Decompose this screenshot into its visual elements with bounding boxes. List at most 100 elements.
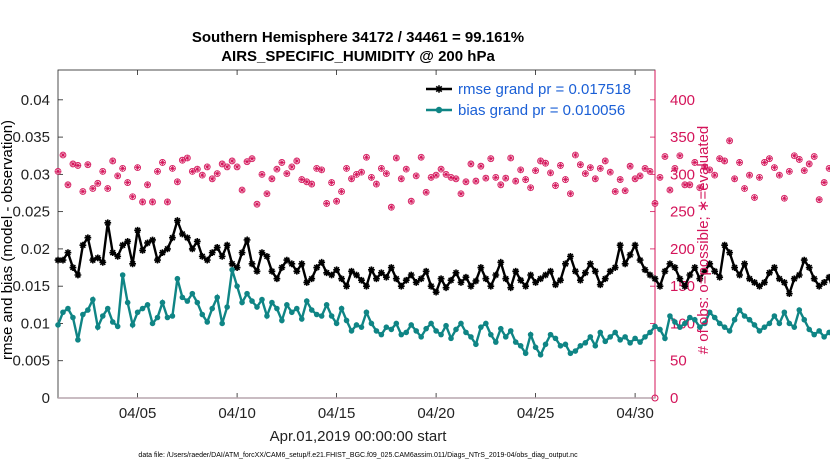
rmse-series-point [89,256,97,264]
obs-evaluated-marker [120,165,126,171]
obs-possible-marker [318,166,326,174]
obs-evaluated-marker [60,152,66,158]
obs-evaluated-marker [279,159,285,166]
rmse-series-point [696,275,704,283]
obs-possible-marker [696,184,704,192]
obs-possible-marker [59,151,67,159]
rmse-series-point [114,252,122,260]
bias-series-point [70,314,76,321]
obs-possible-marker [487,155,495,163]
obs-evaluated-marker [259,171,265,177]
obs-evaluated-marker [413,173,419,179]
obs-possible-marker [363,153,370,161]
rmse-series-point [532,279,539,286]
bias-series-point [259,296,265,303]
y2-tick-label: 0 [670,390,678,407]
rmse-series-point [482,275,490,283]
rmse-series-point [94,254,102,262]
bias-series-point [294,305,300,312]
obs-evaluated-marker [597,165,603,171]
rmse-series-point [353,271,360,279]
bias-series-point [269,299,275,306]
bias-series-point [483,320,489,327]
obs-evaluated-marker [125,179,131,186]
obs-evaluated-marker [736,159,743,166]
obs-possible-marker [661,153,669,160]
obs-evaluated-marker [707,167,713,173]
rmse-series-point [84,234,92,242]
rmse-series-point [188,245,196,253]
rmse-series-point [382,273,390,281]
rmse-series-point [343,282,350,290]
bias-series-point [139,305,146,312]
obs-possible-marker [641,164,649,172]
bias-series-point [696,324,703,330]
obs-possible-marker [442,170,450,178]
obs-possible-marker [591,175,599,183]
rmse-series-point [721,241,729,249]
bias-series-point [323,302,330,308]
obs-evaluated-marker [105,185,111,192]
obs-evaluated-marker [642,165,648,171]
rmse-series-point [457,279,465,286]
rmse-series-point [467,282,475,290]
bias-series-point [194,299,201,306]
bias-series-point [692,316,698,323]
rmse-series-point [512,267,520,275]
bias-series-point [687,314,693,321]
obs-possible-marker [606,168,614,176]
rmse-series-point [198,252,206,260]
bias-series-point [124,299,131,306]
bias-series-point [95,324,101,330]
rmse-series-point [736,271,743,279]
obs-evaluated-marker [811,153,817,160]
bias-series-point [289,309,295,316]
rmse-series-point [268,267,276,275]
rmse-series-point [576,276,584,284]
obs-evaluated-marker [537,158,544,164]
obs-evaluated-marker [751,194,758,201]
obs-evaluated-marker [552,182,559,189]
obs-possible-marker [751,194,758,201]
bias-series-point [308,307,315,313]
y-tick-label: 0.02 [21,241,50,258]
bias-series-point [776,320,783,327]
obs-evaluated-marker [368,174,375,180]
obs-possible-marker [621,187,629,195]
obs-possible-marker [547,169,554,177]
bias-series-point [602,338,609,345]
rmse-series-point [601,275,609,283]
bias-series-point [99,313,106,319]
rmse-series-point [487,282,495,290]
obs-evaluated-marker [617,176,623,183]
obs-possible-marker [517,166,525,174]
chart-subtitle: AIRS_SPECIFIC_HUMIDITY @ 200 hPa [221,48,495,65]
obs-evaluated-marker [607,169,613,175]
bias-series-point [353,322,360,328]
obs-possible-marker [676,152,684,160]
obs-possible-marker [596,164,604,172]
bias-series-point [254,304,260,310]
rmse-series-point [492,271,500,279]
obs-possible-marker [79,188,87,195]
rmse-series-point [193,238,201,245]
bias-series-point [637,339,643,345]
obs-evaluated-marker [309,181,315,187]
rmse-series-point [452,269,460,277]
obs-possible-marker [482,174,490,182]
bias-series-point [507,328,514,334]
bias-series-point [189,290,196,297]
y-tick-label: 0.035 [12,129,50,146]
obs-evaluated-marker [458,191,464,197]
obs-possible-marker [557,162,564,169]
rmse-series-point [278,264,286,271]
bias-series-point [572,348,579,354]
obs-evaluated-marker [353,171,360,177]
bias-series-point [716,320,723,327]
obs-possible-marker [263,190,271,198]
obs-evaluated-marker [388,204,394,210]
rmse-series-point [567,252,574,260]
legend-label: rmse grand pr = 0.017518 [458,81,631,98]
obs-evaluated-marker [304,179,310,185]
rmse-series-point [447,276,455,284]
